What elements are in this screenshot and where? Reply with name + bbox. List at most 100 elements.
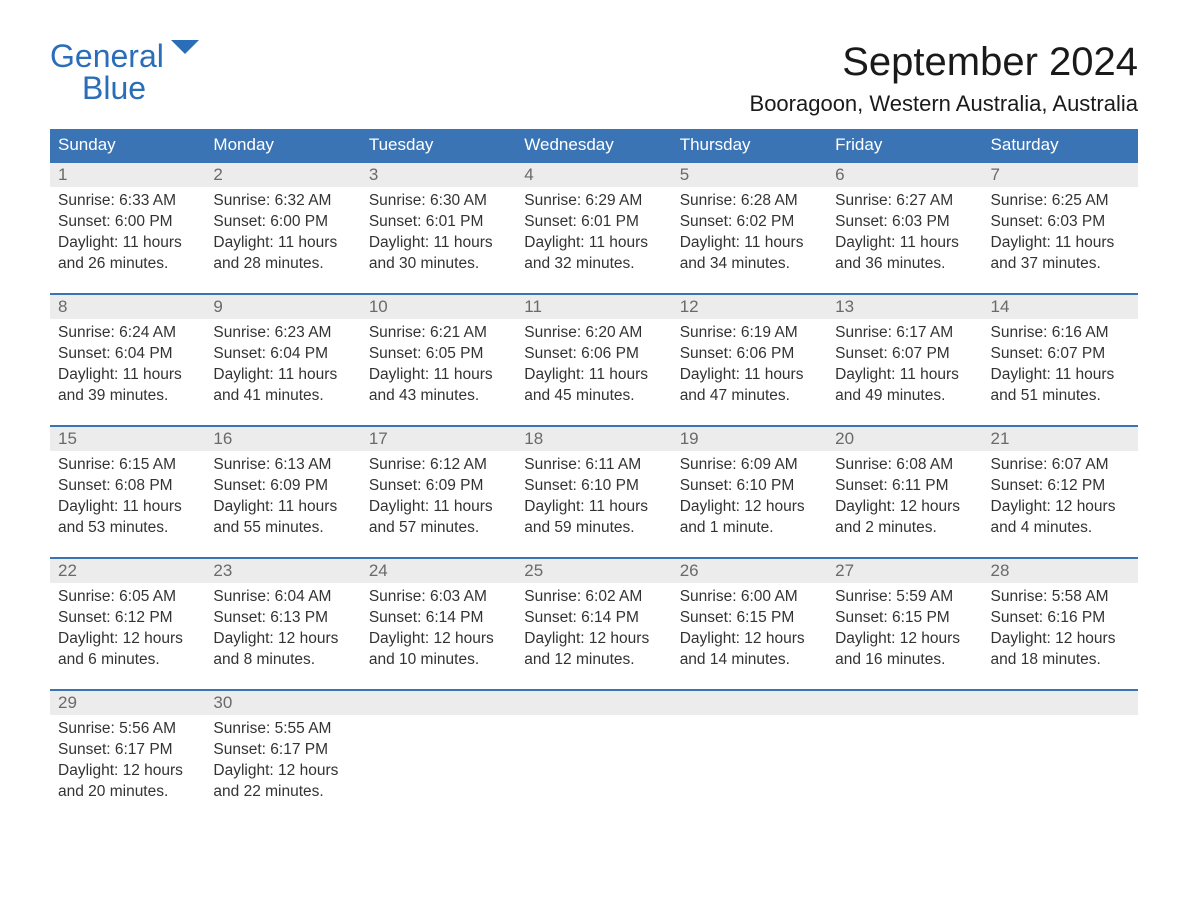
- day-number: 15: [50, 427, 205, 451]
- day-number: 23: [205, 559, 360, 583]
- day-cell: 9Sunrise: 6:23 AMSunset: 6:04 PMDaylight…: [205, 295, 360, 425]
- day-body: Sunrise: 6:20 AMSunset: 6:06 PMDaylight:…: [516, 319, 671, 417]
- day-number: 24: [361, 559, 516, 583]
- day-cell: 15Sunrise: 6:15 AMSunset: 6:08 PMDayligh…: [50, 427, 205, 557]
- sunrise-text: Sunrise: 6:13 AM: [213, 455, 352, 476]
- sunrise-text: Sunrise: 6:16 AM: [991, 323, 1130, 344]
- day-body: Sunrise: 6:24 AMSunset: 6:04 PMDaylight:…: [50, 319, 205, 417]
- day-cell: 21Sunrise: 6:07 AMSunset: 6:12 PMDayligh…: [983, 427, 1138, 557]
- daylight-text-1: Daylight: 12 hours: [991, 629, 1130, 650]
- day-body: Sunrise: 5:56 AMSunset: 6:17 PMDaylight:…: [50, 715, 205, 813]
- day-number: 17: [361, 427, 516, 451]
- day-body: Sunrise: 6:05 AMSunset: 6:12 PMDaylight:…: [50, 583, 205, 681]
- sunset-text: Sunset: 6:14 PM: [524, 608, 663, 629]
- day-cell: 27Sunrise: 5:59 AMSunset: 6:15 PMDayligh…: [827, 559, 982, 689]
- daylight-text-1: Daylight: 11 hours: [58, 365, 197, 386]
- sunrise-text: Sunrise: 6:08 AM: [835, 455, 974, 476]
- day-body: Sunrise: 5:59 AMSunset: 6:15 PMDaylight:…: [827, 583, 982, 681]
- day-cell: 26Sunrise: 6:00 AMSunset: 6:15 PMDayligh…: [672, 559, 827, 689]
- sunset-text: Sunset: 6:11 PM: [835, 476, 974, 497]
- day-body: [827, 715, 982, 729]
- sunrise-text: Sunrise: 6:02 AM: [524, 587, 663, 608]
- sunrise-text: Sunrise: 6:17 AM: [835, 323, 974, 344]
- day-empty: [672, 691, 827, 821]
- daylight-text-2: and 8 minutes.: [213, 650, 352, 671]
- daylight-text-2: and 22 minutes.: [213, 782, 352, 803]
- day-cell: 19Sunrise: 6:09 AMSunset: 6:10 PMDayligh…: [672, 427, 827, 557]
- sunset-text: Sunset: 6:06 PM: [524, 344, 663, 365]
- daylight-text-2: and 6 minutes.: [58, 650, 197, 671]
- day-body: Sunrise: 6:29 AMSunset: 6:01 PMDaylight:…: [516, 187, 671, 285]
- month-title: September 2024: [750, 40, 1138, 85]
- dow-saturday: Saturday: [983, 129, 1138, 161]
- daylight-text-1: Daylight: 11 hours: [213, 497, 352, 518]
- daylight-text-2: and 28 minutes.: [213, 254, 352, 275]
- daylight-text-1: Daylight: 12 hours: [835, 629, 974, 650]
- day-number: 14: [983, 295, 1138, 319]
- day-body: Sunrise: 5:55 AMSunset: 6:17 PMDaylight:…: [205, 715, 360, 813]
- sunrise-text: Sunrise: 6:09 AM: [680, 455, 819, 476]
- week-row: 1Sunrise: 6:33 AMSunset: 6:00 PMDaylight…: [50, 161, 1138, 293]
- day-body: Sunrise: 6:12 AMSunset: 6:09 PMDaylight:…: [361, 451, 516, 549]
- daylight-text-1: Daylight: 12 hours: [991, 497, 1130, 518]
- day-number: 30: [205, 691, 360, 715]
- day-body: Sunrise: 6:08 AMSunset: 6:11 PMDaylight:…: [827, 451, 982, 549]
- day-number: 22: [50, 559, 205, 583]
- daylight-text-2: and 47 minutes.: [680, 386, 819, 407]
- daylight-text-2: and 57 minutes.: [369, 518, 508, 539]
- day-cell: 2Sunrise: 6:32 AMSunset: 6:00 PMDaylight…: [205, 163, 360, 293]
- sunrise-text: Sunrise: 6:30 AM: [369, 191, 508, 212]
- week-row: 22Sunrise: 6:05 AMSunset: 6:12 PMDayligh…: [50, 557, 1138, 689]
- day-body: [516, 715, 671, 729]
- sunrise-text: Sunrise: 6:12 AM: [369, 455, 508, 476]
- daylight-text-2: and 32 minutes.: [524, 254, 663, 275]
- daylight-text-1: Daylight: 11 hours: [213, 365, 352, 386]
- day-cell: 22Sunrise: 6:05 AMSunset: 6:12 PMDayligh…: [50, 559, 205, 689]
- daylight-text-1: Daylight: 11 hours: [680, 365, 819, 386]
- day-cell: 12Sunrise: 6:19 AMSunset: 6:06 PMDayligh…: [672, 295, 827, 425]
- daylight-text-2: and 20 minutes.: [58, 782, 197, 803]
- logo-text: General Blue: [50, 40, 199, 104]
- daylight-text-2: and 12 minutes.: [524, 650, 663, 671]
- sunset-text: Sunset: 6:12 PM: [991, 476, 1130, 497]
- week-row: 15Sunrise: 6:15 AMSunset: 6:08 PMDayligh…: [50, 425, 1138, 557]
- daylight-text-1: Daylight: 11 hours: [835, 365, 974, 386]
- sunrise-text: Sunrise: 6:21 AM: [369, 323, 508, 344]
- daylight-text-2: and 14 minutes.: [680, 650, 819, 671]
- location: Booragoon, Western Australia, Australia: [750, 91, 1138, 117]
- day-body: Sunrise: 6:16 AMSunset: 6:07 PMDaylight:…: [983, 319, 1138, 417]
- sunset-text: Sunset: 6:02 PM: [680, 212, 819, 233]
- sunrise-text: Sunrise: 5:56 AM: [58, 719, 197, 740]
- sunrise-text: Sunrise: 6:03 AM: [369, 587, 508, 608]
- sunset-text: Sunset: 6:17 PM: [58, 740, 197, 761]
- day-body: Sunrise: 6:33 AMSunset: 6:00 PMDaylight:…: [50, 187, 205, 285]
- sunrise-text: Sunrise: 5:58 AM: [991, 587, 1130, 608]
- day-body: Sunrise: 6:30 AMSunset: 6:01 PMDaylight:…: [361, 187, 516, 285]
- sunset-text: Sunset: 6:14 PM: [369, 608, 508, 629]
- day-cell: 14Sunrise: 6:16 AMSunset: 6:07 PMDayligh…: [983, 295, 1138, 425]
- sunset-text: Sunset: 6:07 PM: [991, 344, 1130, 365]
- day-number: 13: [827, 295, 982, 319]
- sunset-text: Sunset: 6:10 PM: [680, 476, 819, 497]
- daylight-text-2: and 36 minutes.: [835, 254, 974, 275]
- sunset-text: Sunset: 6:04 PM: [213, 344, 352, 365]
- logo-line2: Blue: [82, 72, 199, 104]
- day-number: [361, 691, 516, 715]
- day-body: Sunrise: 6:17 AMSunset: 6:07 PMDaylight:…: [827, 319, 982, 417]
- day-body: Sunrise: 6:25 AMSunset: 6:03 PMDaylight:…: [983, 187, 1138, 285]
- daylight-text-2: and 4 minutes.: [991, 518, 1130, 539]
- daylight-text-2: and 41 minutes.: [213, 386, 352, 407]
- sunset-text: Sunset: 6:04 PM: [58, 344, 197, 365]
- day-body: Sunrise: 6:13 AMSunset: 6:09 PMDaylight:…: [205, 451, 360, 549]
- sunset-text: Sunset: 6:09 PM: [213, 476, 352, 497]
- sunrise-text: Sunrise: 6:11 AM: [524, 455, 663, 476]
- daylight-text-2: and 43 minutes.: [369, 386, 508, 407]
- sunset-text: Sunset: 6:00 PM: [58, 212, 197, 233]
- day-cell: 6Sunrise: 6:27 AMSunset: 6:03 PMDaylight…: [827, 163, 982, 293]
- sunrise-text: Sunrise: 6:27 AM: [835, 191, 974, 212]
- daylight-text-1: Daylight: 12 hours: [680, 629, 819, 650]
- daylight-text-2: and 34 minutes.: [680, 254, 819, 275]
- day-number: 4: [516, 163, 671, 187]
- day-number: 9: [205, 295, 360, 319]
- sunset-text: Sunset: 6:10 PM: [524, 476, 663, 497]
